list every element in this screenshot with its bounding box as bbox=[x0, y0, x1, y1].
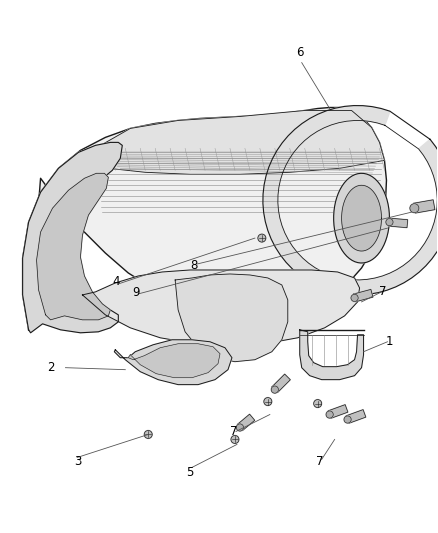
Polygon shape bbox=[328, 405, 348, 418]
Polygon shape bbox=[23, 108, 386, 330]
Circle shape bbox=[144, 431, 152, 439]
Circle shape bbox=[258, 234, 266, 242]
Circle shape bbox=[264, 398, 272, 406]
Text: 9: 9 bbox=[133, 286, 140, 300]
Polygon shape bbox=[37, 173, 110, 320]
Circle shape bbox=[271, 386, 279, 393]
Circle shape bbox=[386, 219, 393, 226]
Circle shape bbox=[344, 416, 351, 423]
Circle shape bbox=[237, 424, 244, 431]
Circle shape bbox=[314, 400, 321, 408]
Polygon shape bbox=[353, 289, 373, 302]
Circle shape bbox=[410, 204, 419, 213]
Text: 3: 3 bbox=[74, 455, 81, 468]
Polygon shape bbox=[237, 414, 255, 431]
Circle shape bbox=[326, 411, 333, 418]
Polygon shape bbox=[82, 270, 360, 346]
Text: 7: 7 bbox=[230, 425, 238, 438]
Text: 8: 8 bbox=[191, 259, 198, 271]
Polygon shape bbox=[413, 200, 435, 213]
Polygon shape bbox=[272, 374, 290, 392]
Circle shape bbox=[351, 294, 358, 302]
Text: 5: 5 bbox=[187, 466, 194, 479]
Polygon shape bbox=[90, 110, 385, 174]
Polygon shape bbox=[346, 410, 366, 423]
Polygon shape bbox=[175, 274, 288, 362]
Text: 1: 1 bbox=[386, 335, 393, 348]
Circle shape bbox=[231, 435, 239, 443]
Text: 4: 4 bbox=[113, 276, 120, 288]
Polygon shape bbox=[389, 218, 408, 228]
Polygon shape bbox=[334, 173, 389, 263]
Text: 7: 7 bbox=[316, 455, 323, 468]
Polygon shape bbox=[114, 340, 232, 385]
Polygon shape bbox=[342, 185, 381, 251]
Text: 7: 7 bbox=[379, 285, 386, 298]
Polygon shape bbox=[300, 330, 364, 379]
Polygon shape bbox=[263, 106, 438, 295]
Polygon shape bbox=[128, 344, 220, 378]
Text: 6: 6 bbox=[296, 46, 304, 59]
Polygon shape bbox=[23, 142, 122, 333]
Text: 2: 2 bbox=[47, 361, 54, 374]
